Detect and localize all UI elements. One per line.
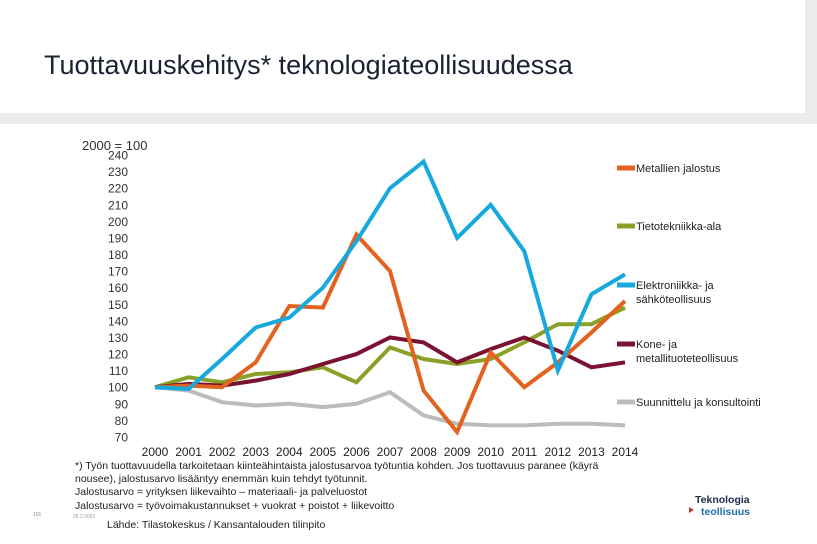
footnote-line-4: Jalostusarvo = työvoimakustannukset + vu… bbox=[75, 499, 395, 512]
series-line bbox=[154, 231, 627, 436]
page-title: Tuottavuuskehitys* teknologiateollisuude… bbox=[44, 50, 573, 80]
y-tick-label: 100 bbox=[108, 381, 128, 395]
chart-subtitle: 2000 = 100 bbox=[82, 138, 148, 153]
legend-swatch bbox=[617, 165, 635, 171]
source-note: Lähde: Tilastokeskus / Kansantalouden ti… bbox=[107, 519, 326, 531]
y-tick-label: 110 bbox=[109, 364, 128, 378]
legend-swatch bbox=[617, 341, 635, 347]
x-tick-label: 2013 bbox=[578, 445, 605, 459]
x-tick-label: 2006 bbox=[343, 445, 370, 459]
y-tick-label: 190 bbox=[108, 231, 128, 245]
title-bar: Tuottavuuskehitys* teknologiateollisuude… bbox=[0, 0, 805, 113]
x-tick-label: 2012 bbox=[545, 445, 572, 459]
x-tick-label: 2009 bbox=[444, 445, 471, 459]
logo-line-1: Teknologia bbox=[695, 494, 750, 506]
series-line bbox=[154, 335, 626, 390]
legend-label: Tietotekniikka-ala bbox=[636, 221, 722, 233]
x-tick-label: 2010 bbox=[477, 445, 504, 459]
footnote-line-2: nousee), jalostusarvo lisääntyy enemmän … bbox=[75, 473, 368, 486]
y-tick-label: 180 bbox=[108, 248, 128, 262]
logo-mark-icon bbox=[689, 507, 694, 513]
footnote-line-3: Jalostusarvo = yrityksen liikevaihto – m… bbox=[75, 486, 368, 499]
y-tick-label: 150 bbox=[108, 298, 128, 312]
y-tick-label: 230 bbox=[108, 165, 128, 179]
legend-label: Metallien jalostus bbox=[636, 163, 721, 175]
series-line bbox=[154, 158, 627, 391]
y-tick-label: 200 bbox=[108, 215, 128, 229]
legend-swatch bbox=[617, 223, 635, 229]
y-axis-ticks: 70 80 90 100 110 120 130 140 150 160 170 180 190 200 2… bbox=[108, 149, 128, 445]
footnote: *) Työn tuottavuudella tarkoitetaan kiin… bbox=[75, 460, 675, 513]
y-tick-label: 240 bbox=[108, 149, 128, 163]
x-axis-ticks: 2000 2001 2002 2003 2004 2005 2006 2007 2008 2009… bbox=[142, 445, 639, 459]
x-tick-label: 2003 bbox=[242, 445, 269, 459]
x-tick-label: 2014 bbox=[612, 445, 639, 459]
page-number: 101 bbox=[33, 512, 42, 518]
x-tick-label: 2007 bbox=[377, 445, 404, 459]
slide-date: 28.2.2021 bbox=[73, 514, 96, 520]
x-tick-label: 2000 bbox=[142, 445, 169, 459]
teknologiateollisuus-logo: Teknologia teollisuus bbox=[695, 494, 750, 518]
y-tick-label: 160 bbox=[108, 281, 128, 295]
y-tick-label: 70 bbox=[115, 431, 129, 445]
y-tick-label: 210 bbox=[108, 198, 128, 212]
x-tick-label: 2005 bbox=[310, 445, 337, 459]
x-tick-label: 2008 bbox=[410, 445, 437, 459]
y-tick-label: 90 bbox=[115, 397, 129, 411]
series-lines bbox=[154, 158, 627, 436]
y-tick-label: 130 bbox=[108, 331, 128, 345]
y-tick-label: 120 bbox=[108, 348, 128, 362]
y-tick-label: 80 bbox=[115, 414, 129, 428]
x-tick-label: 2002 bbox=[209, 445, 236, 459]
legend-swatch bbox=[617, 282, 635, 288]
x-tick-label: 2001 bbox=[175, 445, 202, 459]
legend-label: Elektroniikka- ja sähköteollisuus bbox=[636, 280, 715, 306]
x-tick-label: 2004 bbox=[276, 445, 303, 459]
x-tick-label: 2011 bbox=[511, 445, 537, 459]
y-tick-label: 170 bbox=[108, 265, 128, 279]
y-tick-label: 140 bbox=[108, 314, 128, 328]
legend-label: Kone- ja metallituoteteollisuus bbox=[636, 339, 739, 365]
footnote-line-1: *) Työn tuottavuudella tarkoitetaan kiin… bbox=[75, 460, 599, 472]
y-tick-label: 220 bbox=[108, 182, 128, 196]
legend-label: Suunnittelu ja konsultointi bbox=[636, 397, 761, 409]
legend-swatch bbox=[617, 399, 635, 405]
legend: Metallien jalostus Tietotekniikka-ala Elek… bbox=[617, 163, 761, 409]
logo-line-2: teollisuus bbox=[701, 506, 751, 518]
series-line bbox=[154, 385, 626, 428]
